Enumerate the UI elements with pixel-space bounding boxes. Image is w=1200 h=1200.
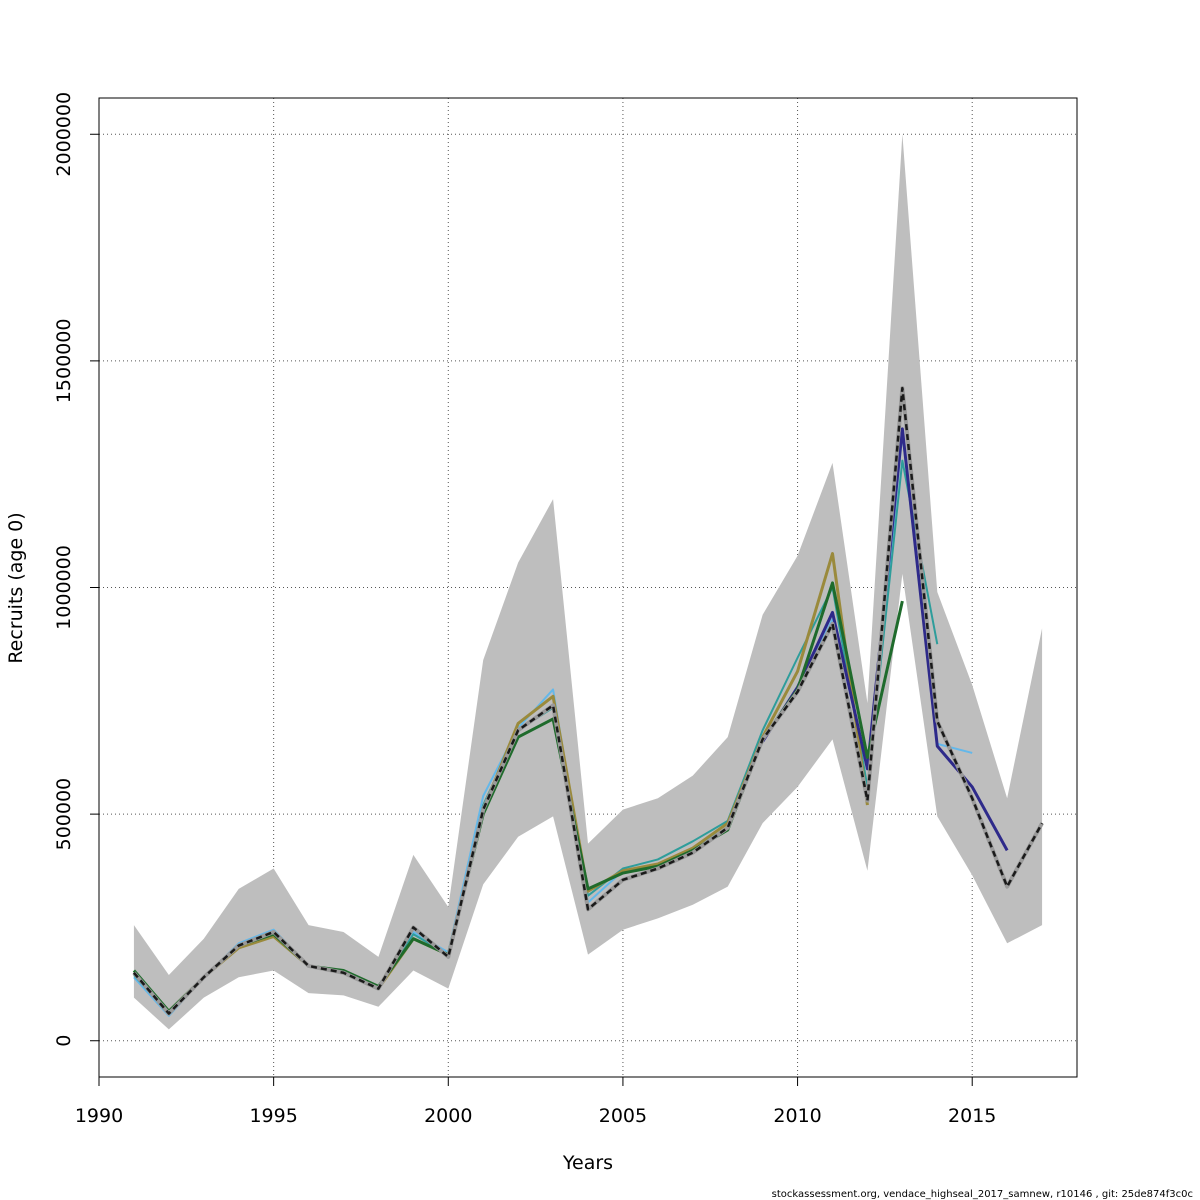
x-tick-label: 2015: [948, 1105, 996, 1127]
x-tick-label: 2005: [599, 1105, 647, 1127]
y-axis: 0 500000 1000000 1500000 2000000: [53, 92, 100, 1047]
x-tick-label: 2000: [424, 1105, 472, 1127]
y-tick-label: 1000000: [53, 545, 75, 630]
x-tick-label: 1995: [249, 1105, 297, 1127]
x-axis-title: Years: [562, 1152, 613, 1174]
confidence-band: [133, 134, 1043, 1030]
y-tick-label: 1500000: [53, 319, 75, 404]
y-tick-label: 0: [53, 1035, 75, 1047]
confidence-band-layer: [133, 134, 1043, 1030]
y-axis-title: Recruits (age 0): [5, 512, 27, 663]
y-tick-label: 500000: [53, 778, 75, 851]
y-tick-label: 2000000: [53, 92, 75, 177]
reference-line-dashed: [132, 386, 1044, 1015]
grid: [98, 98, 1077, 1077]
footer-text: stockassessment.org, vendace_highseal_20…: [772, 1189, 1193, 1200]
x-tick-label: 1990: [75, 1105, 123, 1127]
x-tick-label: 2010: [773, 1105, 821, 1127]
x-axis: 1990 1995 2000 2005 2010 2015: [75, 1076, 996, 1127]
series-layer: [132, 386, 1044, 1017]
